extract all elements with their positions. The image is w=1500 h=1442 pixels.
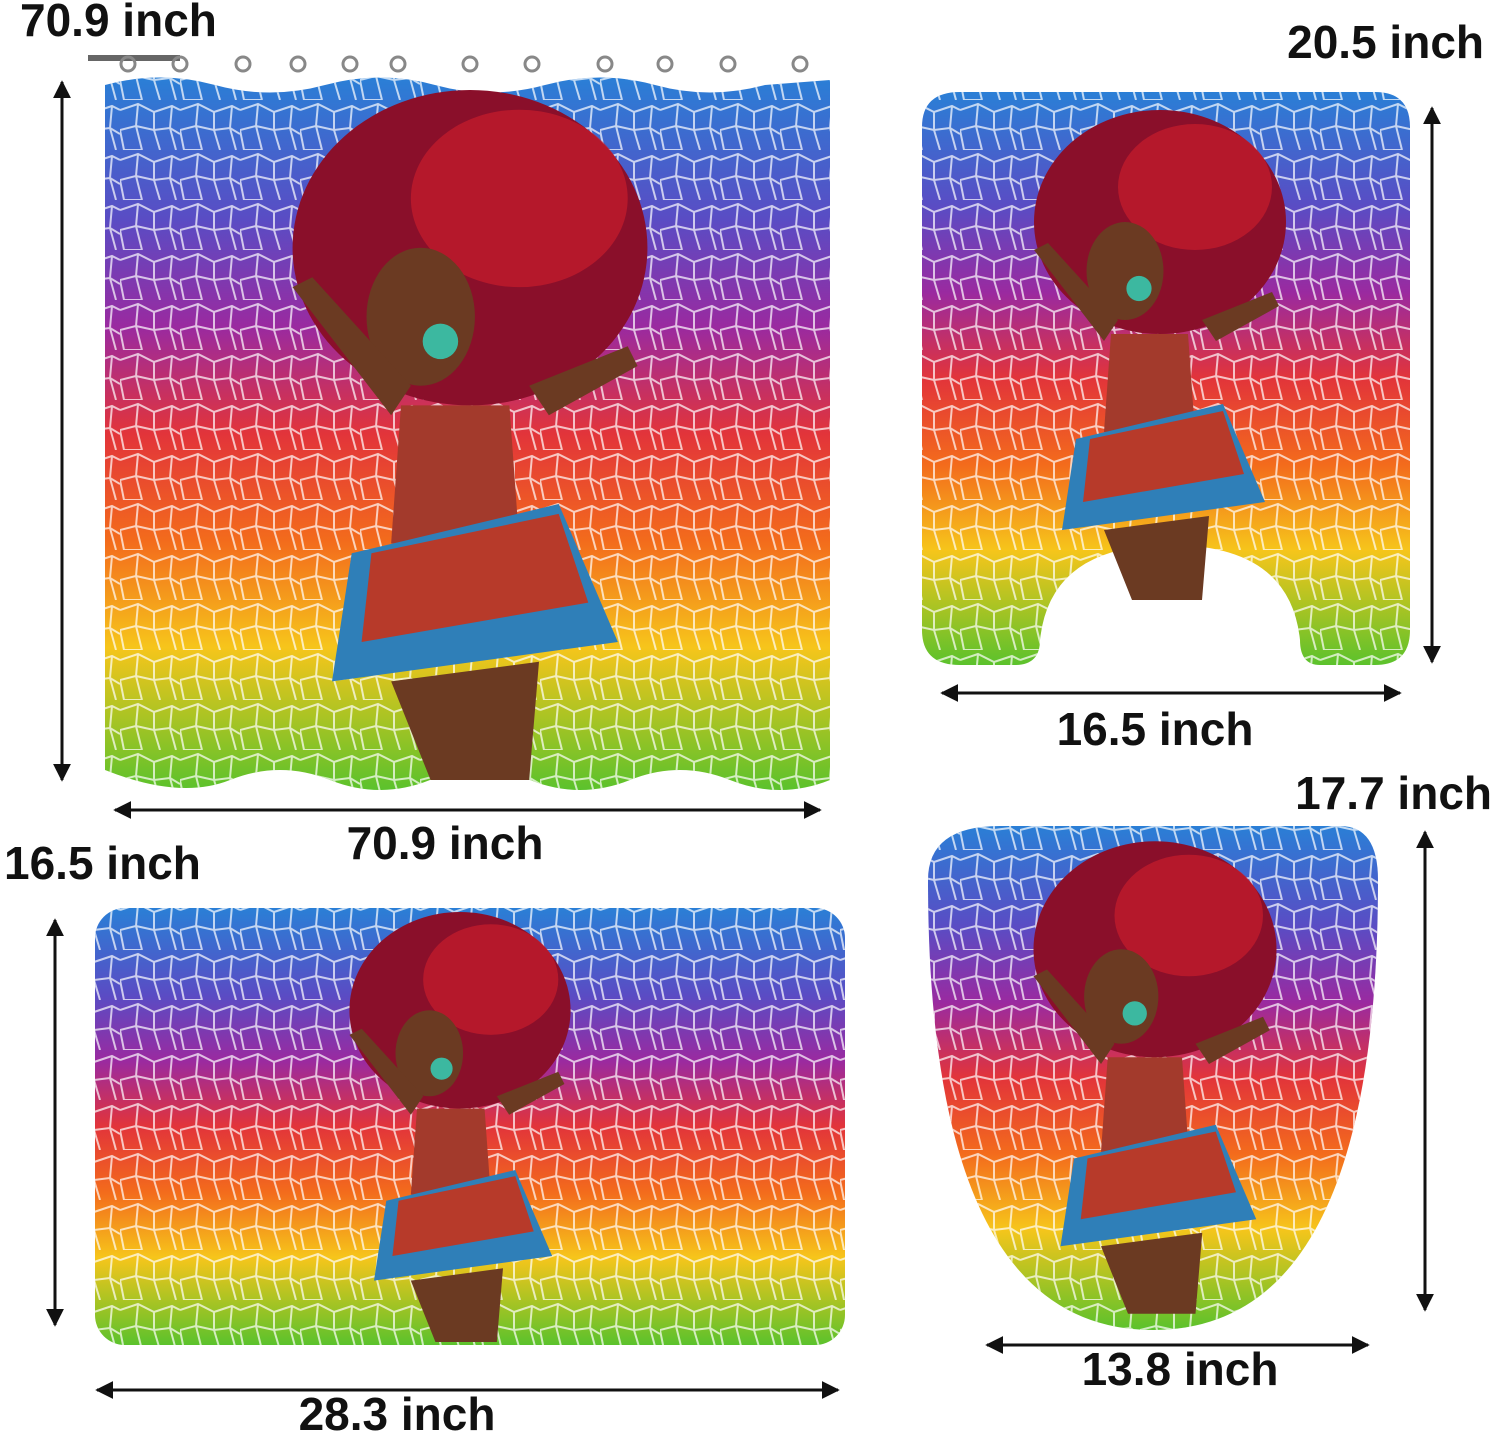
width-label: 13.8 inch (1082, 1343, 1279, 1395)
height-label: 70.9 inch (20, 0, 217, 46)
shower-curtain: 70.9 inch 70.9 inch (20, 0, 830, 869)
height-label: 16.5 inch (4, 837, 201, 889)
width-label: 28.3 inch (299, 1388, 496, 1440)
height-label: 17.7 inch (1295, 767, 1492, 819)
bath-mat: 16.5 inch 28.3 inch (4, 837, 845, 1440)
lid-cover: 17.7 inch 13.8 inch (928, 767, 1492, 1395)
height-label: 20.5 inch (1287, 16, 1484, 68)
contour-mat: 20.5 inch 16.5 inch (922, 16, 1484, 755)
width-label: 16.5 inch (1057, 703, 1254, 755)
hooks (119, 55, 809, 73)
width-label: 70.9 inch (347, 817, 544, 869)
